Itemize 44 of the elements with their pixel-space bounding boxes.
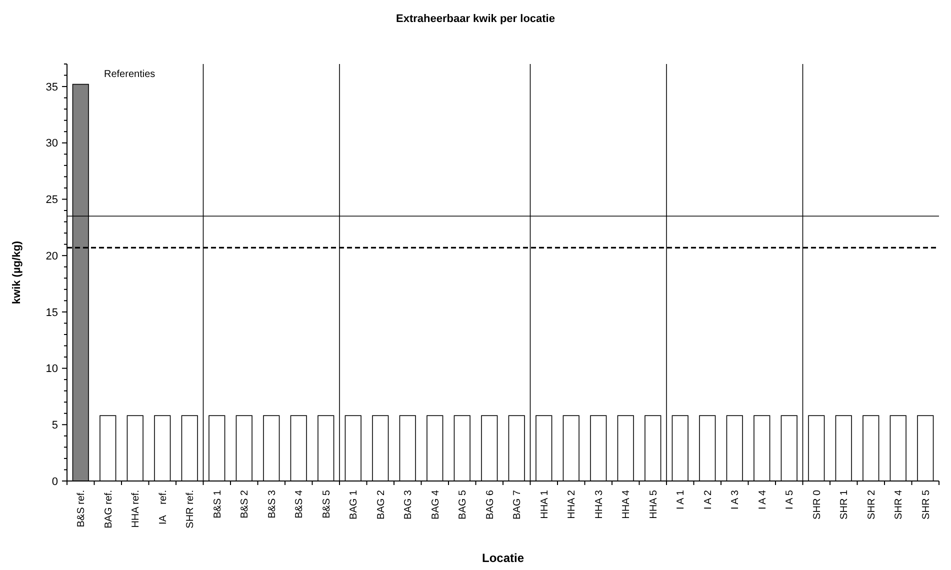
y-tick-label: 10: [46, 363, 58, 376]
x-tick-label: I A 1: [676, 490, 687, 510]
x-axis-title: Locatie: [482, 551, 524, 565]
x-tick-label: I A 5: [784, 490, 796, 510]
y-tick-label: 35: [46, 81, 58, 94]
x-tick-label: BAG 1: [348, 490, 360, 520]
x-tick-label: SHR ref.: [185, 490, 196, 528]
y-tick-label: 15: [46, 306, 58, 319]
x-tick-label: BAG 5: [458, 490, 469, 520]
chart-title: Extraheerbaar kwik per locatie: [396, 13, 555, 25]
x-tick-label: B&S 2: [240, 490, 251, 518]
x-tick-label: BAG 6: [484, 490, 496, 520]
x-tick-label: B&S 1: [212, 490, 224, 518]
x-tick-label: HHA 3: [594, 490, 605, 519]
y-tick-label: 0: [52, 476, 58, 488]
x-tick-label: I A 3: [730, 490, 742, 510]
x-tick-label: HHA 5: [648, 490, 660, 519]
y-tick-label: 30: [46, 138, 58, 150]
x-tick-label: HHA 4: [621, 490, 632, 519]
x-tick-label: SHR 4: [894, 490, 905, 520]
x-tick-label: BAG 7: [512, 490, 524, 520]
y-tick-label: 25: [46, 194, 58, 206]
x-tick-label: B&S 3: [266, 490, 278, 518]
x-tick-label: B&S ref.: [76, 490, 88, 528]
x-tick-label: I A 2: [702, 490, 714, 510]
x-tick-label: BAG 4: [430, 490, 442, 520]
x-tick-label: I A 4: [757, 490, 768, 510]
x-tick-label: B&S 5: [321, 490, 332, 518]
x-tick-label: B&S 4: [294, 490, 306, 518]
x-tick-label: BAG 2: [376, 490, 387, 520]
x-tick-label: BAG 3: [403, 490, 414, 520]
annotation: Referenties: [104, 69, 156, 80]
x-tick-label: HHA 1: [539, 490, 550, 519]
x-tick-label: SHR 0: [812, 490, 823, 520]
x-tick-label: HHA 2: [566, 490, 578, 519]
y-tick-label: 5: [52, 420, 58, 432]
y-tick-label: 20: [46, 250, 58, 262]
x-tick-label: SHR 1: [839, 490, 850, 520]
x-tick-label: SHR 5: [920, 490, 932, 520]
x-tick-label: BAG ref.: [103, 490, 114, 528]
y-axis-title: kwik (µg/kg): [11, 240, 23, 304]
x-tick-label: IA ref.: [158, 490, 169, 524]
x-tick-label: SHR 2: [866, 490, 878, 520]
x-tick-label: HHA ref.: [130, 490, 142, 528]
